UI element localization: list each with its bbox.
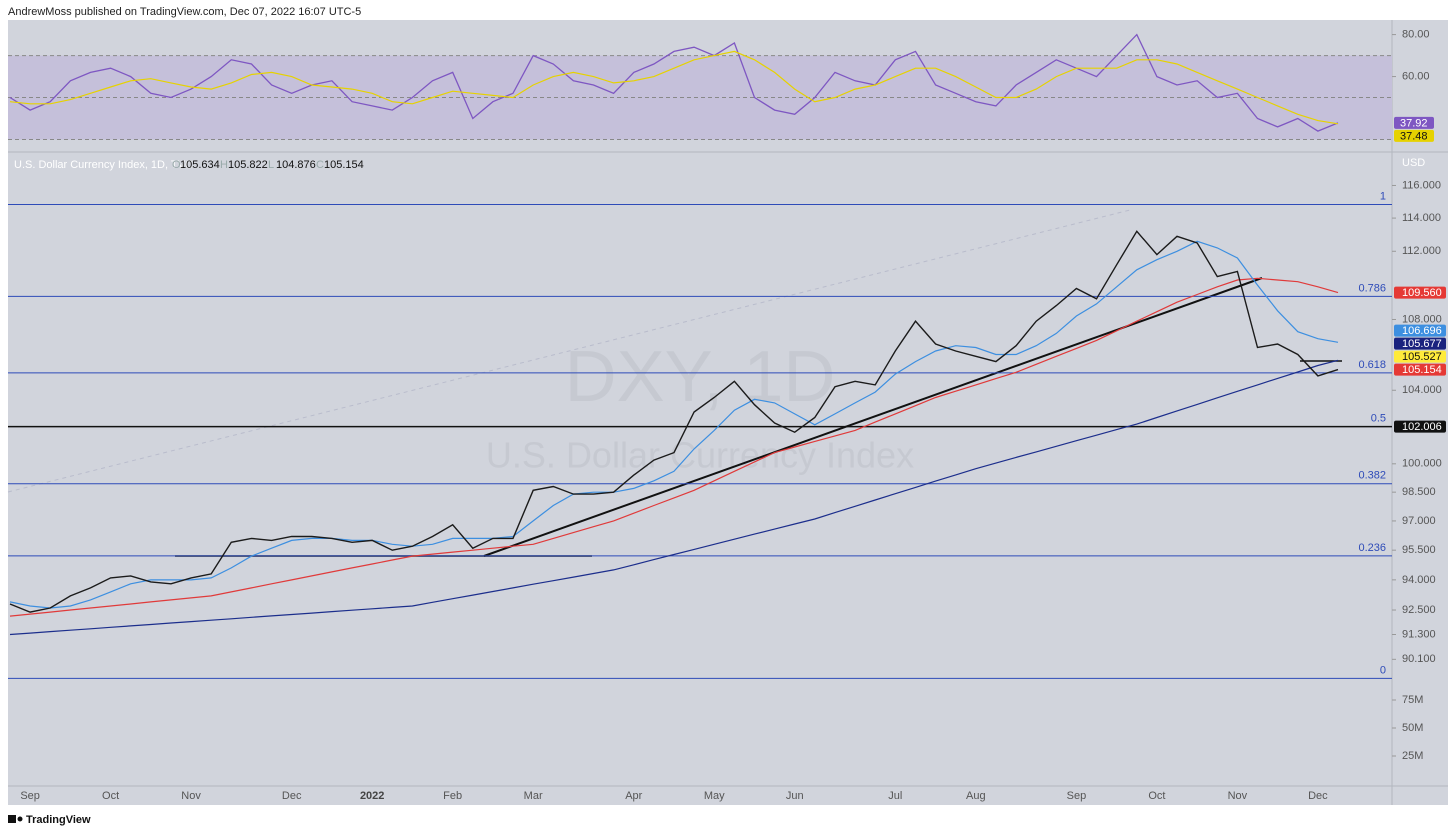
ohlc-value: 104.876 bbox=[276, 159, 316, 171]
x-tick-label: Dec bbox=[1308, 790, 1328, 802]
last-value-label: 37.92 bbox=[1400, 117, 1428, 129]
price-label-box bbox=[1394, 420, 1446, 433]
x-tick-label: Jun bbox=[786, 790, 804, 802]
header: AndrewMoss published on TradingView.com,… bbox=[8, 6, 361, 18]
ohlc-key: O bbox=[172, 159, 181, 171]
fib-label: 0.5 bbox=[1371, 413, 1386, 425]
logo-mark bbox=[8, 815, 16, 823]
y-tick-label: 91.300 bbox=[1402, 628, 1436, 640]
price-label: 109.560 bbox=[1402, 287, 1442, 299]
volume-tick-label: 50M bbox=[1402, 722, 1423, 734]
ma-line bbox=[9, 240, 1339, 609]
x-tick-label: 2022 bbox=[360, 790, 384, 802]
ma-line bbox=[9, 277, 1339, 617]
y-tick-label: 90.100 bbox=[1402, 653, 1436, 665]
fib-label: 0 bbox=[1380, 664, 1386, 676]
drawing-dashed-trend bbox=[7, 209, 1131, 493]
y-tick-label: 100.000 bbox=[1402, 458, 1442, 470]
x-tick-label: May bbox=[704, 790, 725, 802]
ohlc-value: 105.822 bbox=[228, 159, 268, 171]
price-label-box bbox=[1394, 286, 1446, 299]
footer: TradingView bbox=[8, 814, 91, 826]
watermark-name: U.S. Dollar Currency Index bbox=[486, 435, 914, 476]
rsi-line bbox=[9, 33, 1339, 132]
ohlc-key: H bbox=[220, 159, 228, 171]
y-tick-label: 116.000 bbox=[1402, 179, 1441, 191]
x-tick-label: Aug bbox=[966, 790, 986, 802]
x-tick-label: Jul bbox=[888, 790, 902, 802]
ohlc-key: L bbox=[268, 159, 274, 171]
price-label-box bbox=[1394, 350, 1446, 363]
y-tick-label: 92.500 bbox=[1402, 604, 1436, 616]
fib-label: 0.618 bbox=[1358, 359, 1386, 371]
watermark-symbol: DXY, 1D bbox=[565, 337, 836, 417]
ohlc-key: C bbox=[316, 159, 324, 171]
y-tick-label: 95.500 bbox=[1402, 544, 1436, 556]
x-tick-label: Apr bbox=[625, 790, 642, 802]
price-label-box bbox=[1394, 324, 1446, 337]
ohlc-value: 105.634 bbox=[180, 159, 220, 171]
price-label: 106.696 bbox=[1402, 325, 1442, 337]
x-tick-label: Oct bbox=[1148, 790, 1165, 802]
y-tick-label: 114.000 bbox=[1402, 212, 1441, 224]
x-tick-label: Nov bbox=[1228, 790, 1248, 802]
price-label-box bbox=[1394, 363, 1446, 376]
y-tick-label: 94.000 bbox=[1402, 574, 1436, 586]
symbol-title: U.S. Dollar Currency Index, 1D, TVC bbox=[14, 159, 193, 171]
price-label: 105.527 bbox=[1402, 351, 1442, 363]
price-label: 105.677 bbox=[1402, 338, 1442, 350]
y-tick-label: 97.000 bbox=[1402, 515, 1436, 527]
x-tick-label: Feb bbox=[443, 790, 462, 802]
x-tick-label: Sep bbox=[1067, 790, 1087, 802]
price-label: 102.006 bbox=[1402, 421, 1442, 433]
y-tick-label: 108.000 bbox=[1402, 313, 1442, 325]
y-tick-label: 112.000 bbox=[1402, 245, 1441, 257]
y-tick-label: 60.00 bbox=[1402, 70, 1430, 82]
last-value-box bbox=[1394, 129, 1434, 142]
ma-line bbox=[9, 359, 1339, 636]
fib-label: 1 bbox=[1380, 190, 1386, 202]
logo-mark bbox=[17, 816, 23, 822]
rsi-line bbox=[9, 50, 1339, 125]
fib-label: 0.236 bbox=[1358, 542, 1386, 554]
rsi-band bbox=[8, 55, 1392, 140]
price-line bbox=[9, 230, 1339, 613]
ohlc-value: 105.154 bbox=[324, 159, 364, 171]
last-value-box bbox=[1394, 116, 1434, 129]
axis-unit: USD bbox=[1402, 157, 1425, 169]
fib-label: 0.786 bbox=[1358, 282, 1386, 294]
last-value-label: 37.48 bbox=[1400, 130, 1428, 142]
volume-tick-label: 25M bbox=[1402, 750, 1423, 762]
x-tick-label: Sep bbox=[20, 790, 40, 802]
price-label-box bbox=[1394, 337, 1446, 350]
fib-label: 0.382 bbox=[1358, 470, 1386, 482]
y-tick-label: 104.000 bbox=[1402, 384, 1442, 396]
x-tick-label: Dec bbox=[282, 790, 302, 802]
price-label: 105.154 bbox=[1402, 364, 1442, 376]
y-tick-label: 98.500 bbox=[1402, 486, 1436, 498]
footer-brand: TradingView bbox=[26, 814, 91, 826]
chart-background bbox=[8, 20, 1448, 805]
x-tick-label: Nov bbox=[181, 790, 201, 802]
volume-tick-label: 75M bbox=[1402, 694, 1423, 706]
drawing-trendline bbox=[483, 277, 1263, 557]
x-tick-label: Oct bbox=[102, 790, 119, 802]
x-tick-label: Mar bbox=[524, 790, 543, 802]
y-tick-label: 80.00 bbox=[1402, 28, 1430, 40]
